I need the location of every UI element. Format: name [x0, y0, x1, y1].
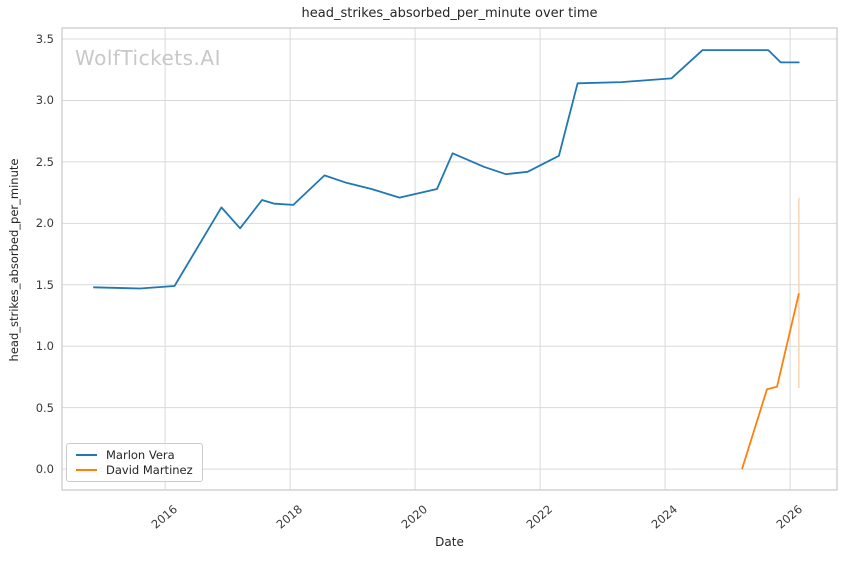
legend: Marlon Vera David Martinez — [66, 443, 203, 482]
watermark: WolfTickets.AI — [75, 46, 221, 70]
y-tick-label: 2.5 — [35, 154, 54, 169]
legend-entry: David Martinez — [76, 463, 193, 477]
legend-label: Marlon Vera — [106, 447, 175, 462]
legend-line-swatch — [76, 453, 97, 456]
chart-title: head_strikes_absorbed_per_minute over ti… — [301, 6, 598, 21]
y-tick-label: 1.0 — [35, 339, 54, 354]
series-line-marlon-vera — [93, 49, 800, 290]
y-tick-label: 0.0 — [35, 462, 54, 477]
y-tick-label: 0.5 — [35, 400, 54, 415]
x-axis-label: Date — [435, 535, 464, 549]
y-tick-label: 2.0 — [35, 216, 54, 231]
legend-entry: Marlon Vera — [76, 448, 193, 462]
plot-frame — [61, 27, 838, 491]
y-tick-label: 3.5 — [35, 32, 54, 47]
y-tick-label: 3.0 — [35, 93, 54, 108]
y-tick-label: 1.5 — [35, 277, 54, 292]
series-line-david-martinez — [741, 293, 800, 470]
legend-label: David Martinez — [106, 463, 193, 478]
legend-line-swatch — [76, 469, 97, 472]
